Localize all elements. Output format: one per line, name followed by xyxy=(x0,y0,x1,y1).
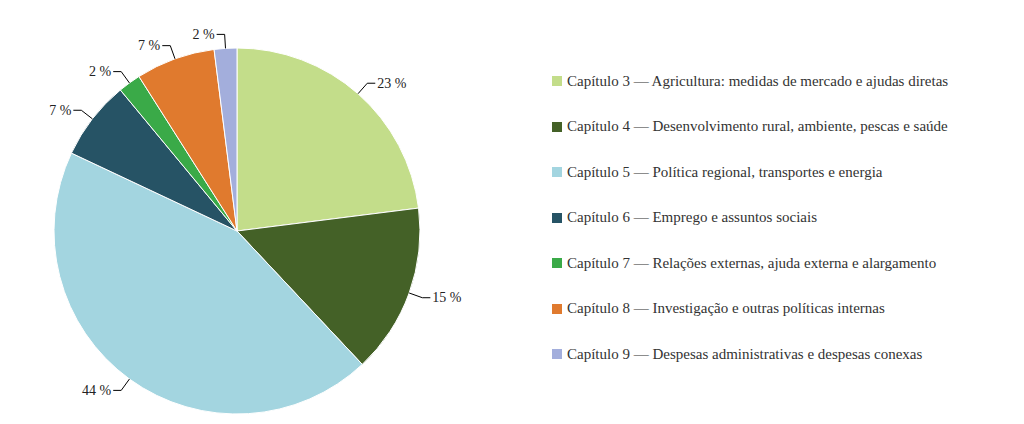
html-text:Capítulo 5 — Política regional: Capítulo 5 — Política regional, transpor… xyxy=(567,163,883,180)
html-text:Capítulo 4 — Desenvolvimento r: Capítulo 4 — Desenvolvimento rural, ambi… xyxy=(567,118,948,134)
html-text:Capítulo 8 — Investigação e ou: Capítulo 8 — Investigação e outras polít… xyxy=(567,300,885,316)
svg-text:44 %: 44 % xyxy=(82,383,112,398)
svg-text:2 %: 2 % xyxy=(89,64,112,79)
html-text:Capítulo 7 — Relações externas: Capítulo 7 — Relações externas, ajuda ex… xyxy=(567,254,937,271)
svg-text:2 %: 2 % xyxy=(192,27,215,42)
html-text:Capítulo 3 — Agricultura: medi: Capítulo 3 — Agricultura: medidas de mer… xyxy=(567,72,949,89)
svg-text:7 %: 7 % xyxy=(138,38,161,53)
svg-text:23 %: 23 % xyxy=(377,76,407,91)
html-text:Capítulo 6 — Emprego e assunto: Capítulo 6 — Emprego e assuntos sociais xyxy=(567,209,817,225)
html-text:Capítulo 9 — Despesas administ: Capítulo 9 — Despesas administrativas e … xyxy=(567,345,923,362)
svg-text:15 %: 15 % xyxy=(432,290,462,305)
svg-text:7 %: 7 % xyxy=(49,103,72,118)
